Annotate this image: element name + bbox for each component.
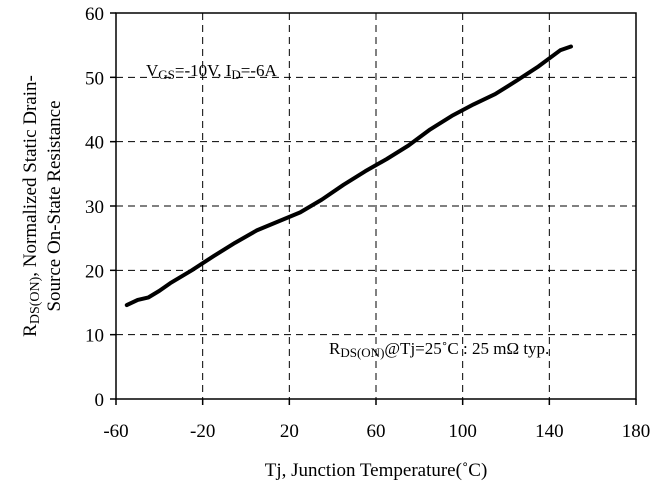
grid [116, 13, 636, 399]
x-tick-label: 140 [535, 421, 564, 442]
y-axis-title-line1: RDS(ON), Normalized Static Drain- [20, 75, 43, 337]
y-tick-label: 20 [85, 261, 104, 282]
y-tick-label: 40 [85, 133, 104, 154]
series-line [124, 44, 573, 308]
x-axis-title: Tj, Junction Temperature(˚C) [265, 460, 488, 481]
typical-annotation: RDS(ON)@Tj=25˚C : 25 mΩ typ. [329, 339, 549, 360]
y-axis-title-line2: Source On-State Resistance [44, 100, 65, 311]
y-tick-label: 30 [85, 197, 104, 218]
y-tick-label: 50 [85, 68, 104, 89]
x-tick-label: -20 [190, 421, 215, 442]
x-tick-label: 20 [280, 421, 299, 442]
x-tick-label: -60 [103, 421, 128, 442]
x-tick-label: 180 [622, 421, 651, 442]
tick-labels: -60 -20 20 60 100 140 180 0 10 20 30 40 50 60 [85, 4, 650, 442]
x-tick-label: 100 [448, 421, 477, 442]
x-tick-label: 60 [367, 421, 386, 442]
conditions-annotation: VGS=-10V, ID=-6A [146, 61, 278, 82]
y-tick-label: 0 [95, 390, 105, 411]
tick-marks [110, 12, 637, 405]
series-layer [124, 44, 573, 308]
y-tick-label: 60 [85, 4, 104, 25]
y-tick-label: 10 [85, 326, 104, 347]
